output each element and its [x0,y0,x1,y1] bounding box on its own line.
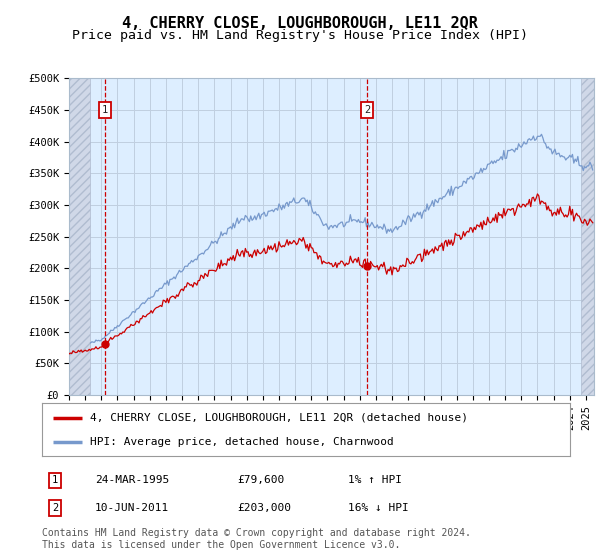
Text: 1: 1 [52,475,58,486]
Text: 2: 2 [52,503,58,513]
Text: 2: 2 [364,105,370,115]
Bar [581,78,594,395]
Text: HPI: Average price, detached house, Charnwood: HPI: Average price, detached house, Char… [89,437,393,447]
Text: 4, CHERRY CLOSE, LOUGHBOROUGH, LE11 2QR (detached house): 4, CHERRY CLOSE, LOUGHBOROUGH, LE11 2QR … [89,413,467,423]
Bar [69,78,90,395]
Text: 4, CHERRY CLOSE, LOUGHBOROUGH, LE11 2QR: 4, CHERRY CLOSE, LOUGHBOROUGH, LE11 2QR [122,16,478,31]
Text: £203,000: £203,000 [238,503,292,513]
Text: Contains HM Land Registry data © Crown copyright and database right 2024.
This d: Contains HM Land Registry data © Crown c… [42,529,471,550]
Text: 24-MAR-1995: 24-MAR-1995 [95,475,169,486]
Text: 1: 1 [102,105,108,115]
Text: £79,600: £79,600 [238,475,284,486]
Text: 10-JUN-2011: 10-JUN-2011 [95,503,169,513]
Text: 16% ↓ HPI: 16% ↓ HPI [348,503,409,513]
Text: Price paid vs. HM Land Registry's House Price Index (HPI): Price paid vs. HM Land Registry's House … [72,29,528,42]
Text: 1% ↑ HPI: 1% ↑ HPI [348,475,402,486]
